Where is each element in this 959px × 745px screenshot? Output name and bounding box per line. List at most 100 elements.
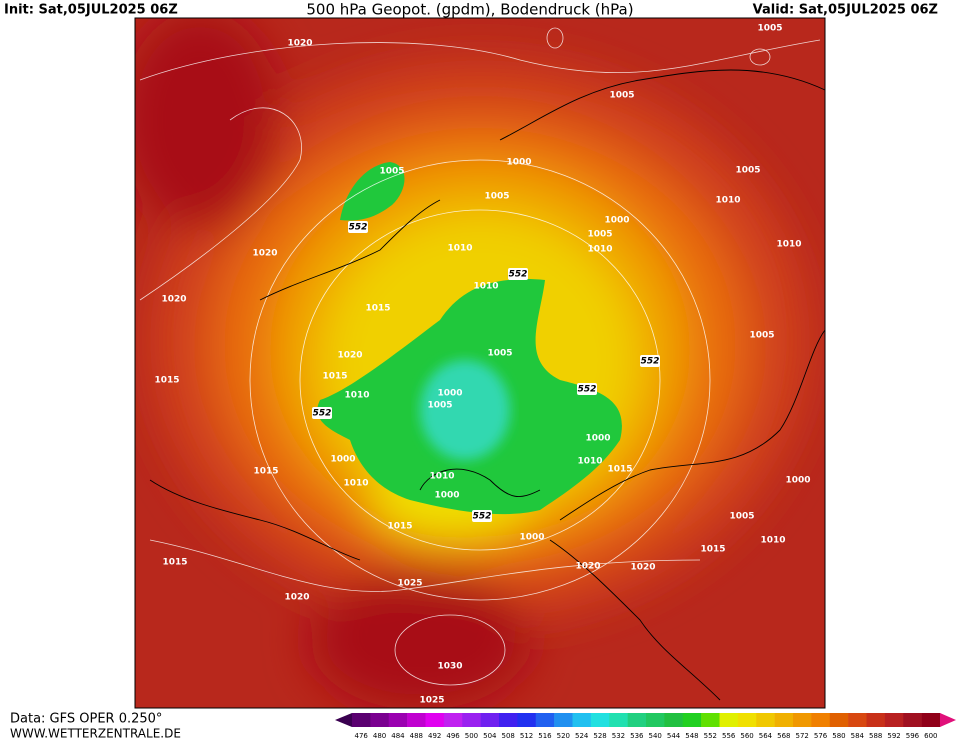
colorbar-swatch xyxy=(425,713,445,727)
contour-label: 1020 xyxy=(287,39,312,49)
contour-label: 1020 xyxy=(575,562,600,572)
contour-label: 1010 xyxy=(344,391,369,401)
colorbar-swatch xyxy=(388,713,408,727)
colorbar-swatch xyxy=(737,713,757,727)
contour-label: 1005 xyxy=(487,349,512,359)
contour-label: 1015 xyxy=(365,304,390,314)
colorbar-swatch xyxy=(499,713,518,727)
contour-label: 552 xyxy=(313,409,332,419)
colorbar-swatch xyxy=(756,713,775,727)
isobars xyxy=(139,27,821,686)
label-box xyxy=(508,268,528,280)
map-title: 500 hPa Geopot. (gpdm), Bodendruck (hPa) xyxy=(306,1,633,19)
data-source: Data: GFS OPER 0.250° xyxy=(10,712,162,727)
colorbar-label: 476 xyxy=(355,732,369,740)
contour-label: 1010 xyxy=(473,282,498,292)
colorbar-swatch xyxy=(646,713,665,727)
contour-label: 552 xyxy=(578,385,597,395)
colorbar-label: 516 xyxy=(538,732,552,740)
colorbar-label: 596 xyxy=(906,732,920,740)
colorbar-label: 492 xyxy=(428,732,441,740)
valid-time: Valid: Sat,05JUL2025 06Z xyxy=(753,3,938,18)
colorbar-label: 588 xyxy=(869,732,882,740)
colorbar-swatch xyxy=(774,713,794,727)
contour-label: 1010 xyxy=(760,536,785,546)
colorbar-label: 528 xyxy=(593,732,606,740)
colorbar-swatch xyxy=(664,713,684,727)
colorbar-label: 572 xyxy=(796,732,809,740)
contour-label: 1005 xyxy=(609,91,634,101)
colorbar-label: 548 xyxy=(685,732,698,740)
colorbar-swatch xyxy=(848,713,867,727)
colorbar-swatch xyxy=(572,713,592,727)
contour-label: 1030 xyxy=(437,662,462,672)
colorbar-label: 568 xyxy=(777,732,790,740)
contour-label: 1015 xyxy=(607,465,632,475)
contour-label: 1000 xyxy=(506,158,531,168)
contour-label: 1010 xyxy=(429,472,454,482)
colorbar-swatch xyxy=(627,713,647,727)
colorbar-label: 484 xyxy=(391,732,405,740)
colorbar-label: 540 xyxy=(649,732,662,740)
colorbar-label: 576 xyxy=(814,732,828,740)
contour-label: 1000 xyxy=(437,389,462,399)
label-box xyxy=(577,383,597,395)
contour-label: 552 xyxy=(473,512,492,522)
colorbar-swatch xyxy=(590,713,610,727)
map-frame xyxy=(134,17,826,709)
colorbar-swatch xyxy=(811,713,831,727)
site-name: WWW.WETTERZENTRALE.DE xyxy=(10,727,181,741)
colorbar-label: 508 xyxy=(502,732,515,740)
colorbar-swatch xyxy=(443,713,463,727)
colorbar-label: 560 xyxy=(740,732,753,740)
colorbar-label: 600 xyxy=(924,732,937,740)
colorbar-label: 556 xyxy=(722,732,736,740)
contour-label: 1005 xyxy=(749,331,774,341)
colorbar-label: 480 xyxy=(373,732,386,740)
contour-label: 1000 xyxy=(785,476,810,486)
contour-label: 1005 xyxy=(484,192,509,202)
contour-label: 1010 xyxy=(447,244,472,254)
contour-label: 1005 xyxy=(379,167,404,177)
colorbar-label: 564 xyxy=(759,732,773,740)
label-box xyxy=(640,355,660,367)
colorbar-swatch xyxy=(370,713,390,727)
colorbar-label: 580 xyxy=(832,732,845,740)
colorbar-label: 532 xyxy=(612,732,625,740)
init-time: Init: Sat,05JUL2025 06Z xyxy=(4,3,178,18)
colorbar-swatch xyxy=(866,713,886,727)
contour-label: 1005 xyxy=(729,512,754,522)
colorbar-swatch xyxy=(352,713,371,727)
colorbar-label: 592 xyxy=(887,732,900,740)
colorbar-label: 544 xyxy=(667,732,681,740)
colorbar-label: 552 xyxy=(704,732,717,740)
colorbar-swatch xyxy=(793,713,812,727)
contour-label: 1010 xyxy=(715,196,740,206)
low-height-area xyxy=(340,162,405,221)
low-height-core xyxy=(420,360,510,460)
contour-label: 1015 xyxy=(700,545,725,555)
colorbar-swatch xyxy=(921,713,941,727)
colorbar-swatch xyxy=(480,713,500,727)
contour-label: 1015 xyxy=(162,558,187,568)
colorbar-label: 504 xyxy=(483,732,497,740)
label-box xyxy=(472,510,492,522)
contour-label: 1005 xyxy=(587,230,612,240)
colorbar-swatch xyxy=(903,713,922,727)
contour-label: 1005 xyxy=(735,166,760,176)
colorbar-label: 512 xyxy=(520,732,533,740)
contour-label: 1010 xyxy=(776,240,801,250)
colorbar-high-arrow xyxy=(940,713,956,727)
contour-label: 1020 xyxy=(284,593,309,603)
colorbar-label: 496 xyxy=(446,732,460,740)
label-box xyxy=(312,407,332,419)
map-area: 1020 1005 1005 1000 1005 1005 1005 1010 1000 1005… xyxy=(135,18,825,708)
contour-label: 1010 xyxy=(343,479,368,489)
contour-label: 1000 xyxy=(585,434,610,444)
colorbar-swatch xyxy=(609,713,628,727)
colorbar-swatch xyxy=(407,713,426,727)
contour-label: 1025 xyxy=(419,696,444,706)
contour-label: 1000 xyxy=(434,491,459,501)
contour-label: 552 xyxy=(349,223,368,233)
